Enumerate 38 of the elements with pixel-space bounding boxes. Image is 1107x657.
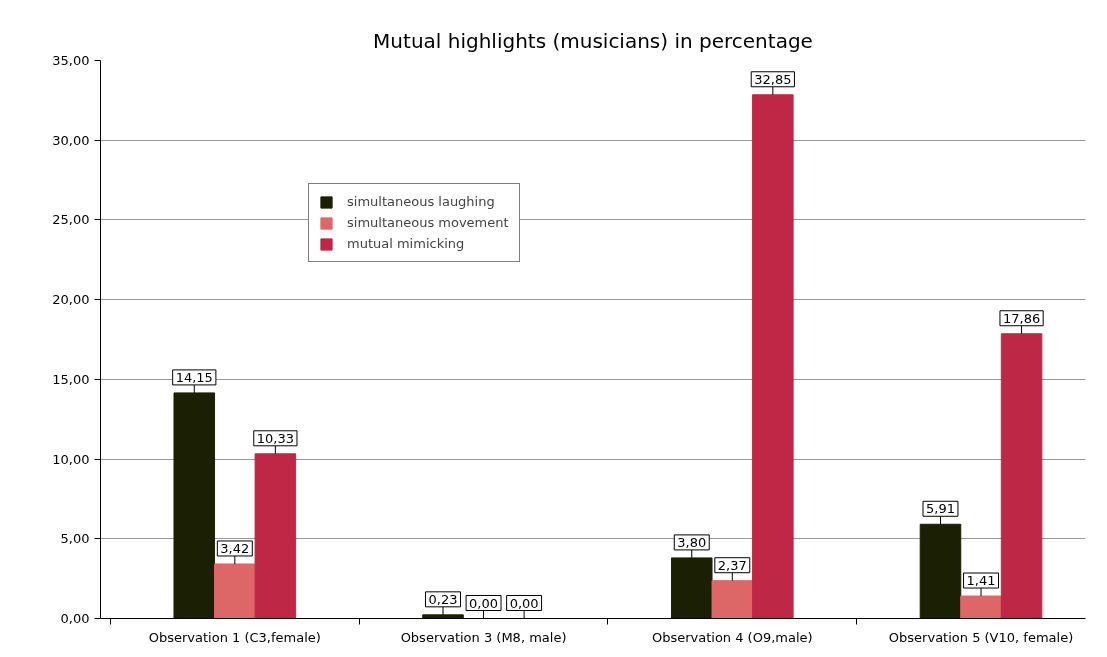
y-tick-label: 5,00 — [60, 531, 90, 547]
data-label: 3,42 — [220, 540, 250, 556]
data-label: 0,00 — [509, 595, 539, 611]
data-label: 5,91 — [926, 501, 955, 517]
data-label: 3,80 — [677, 534, 707, 550]
x-tick-label: Observation 5 (V10, female) — [888, 629, 1074, 645]
y-tick-label: 20,00 — [52, 292, 90, 308]
x-tick-label: Observation 4 (O9,male) — [651, 629, 813, 645]
bar — [919, 523, 962, 619]
data-label: 0,00 — [469, 595, 499, 611]
data-label: 17,86 — [1002, 310, 1041, 326]
x-tick-label: Observation 3 (M8, male) — [400, 629, 567, 645]
bar — [254, 453, 297, 619]
data-label: 2,37 — [717, 557, 747, 573]
bar — [711, 580, 754, 619]
y-tick-label: 0,00 — [60, 611, 90, 626]
data-label: 32,85 — [754, 71, 792, 87]
y-tick-label: 30,00 — [52, 132, 90, 148]
bar — [173, 392, 216, 619]
bar — [1000, 333, 1043, 619]
data-label: 14,15 — [175, 369, 213, 385]
y-tick-label: 10,00 — [52, 451, 90, 467]
y-tick-label: 35,00 — [52, 53, 90, 68]
legend-label: mutual mimicking — [347, 236, 465, 251]
chart-title: Mutual highlights (musicians) in percentage — [373, 28, 813, 53]
bar — [214, 563, 256, 619]
bar — [960, 595, 1002, 619]
y-tick-label: 25,00 — [52, 212, 90, 228]
bar — [752, 94, 794, 619]
legend-label: simultaneous movement — [347, 215, 509, 230]
bar — [670, 557, 713, 619]
legend-label: simultaneous laughing — [347, 194, 495, 209]
y-tick-label: 15,00 — [52, 371, 90, 387]
data-label: 1,41 — [966, 573, 996, 589]
data-label: 10,33 — [256, 430, 294, 446]
x-tick-label: Observation 1 (C3,female) — [148, 629, 321, 645]
bar — [422, 614, 464, 619]
data-label: 0,23 — [428, 591, 458, 607]
